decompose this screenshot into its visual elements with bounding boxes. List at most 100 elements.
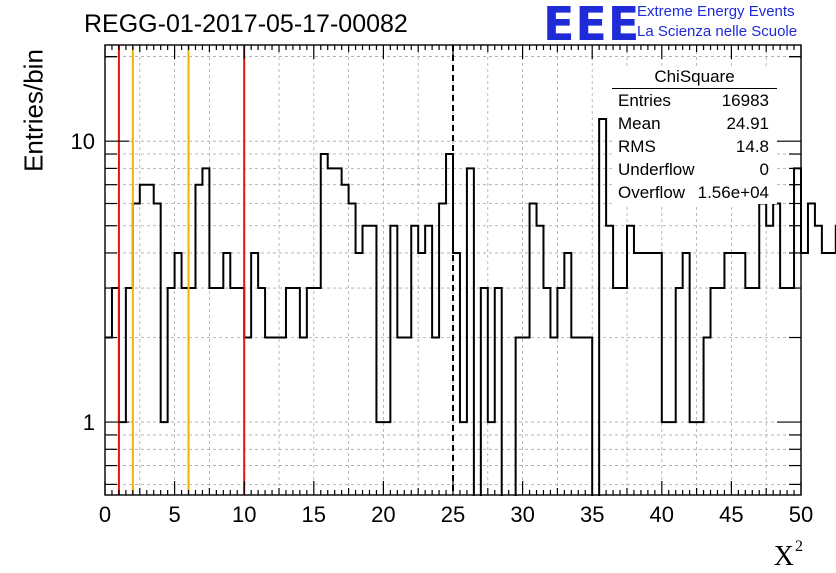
histogram-bin	[237, 288, 244, 495]
histogram-bin	[418, 253, 425, 495]
histogram-bin	[815, 226, 822, 495]
histogram-bin	[620, 288, 627, 495]
histogram-bin	[307, 288, 314, 495]
histogram-bin	[571, 338, 578, 495]
histogram-bin	[738, 253, 745, 495]
histogram-bin	[599, 119, 606, 495]
histogram-bin	[286, 288, 293, 495]
histogram-bin	[481, 288, 488, 495]
logo-subtitle-line2: La Scienza nelle Scuole	[637, 23, 797, 40]
histogram-bin	[801, 253, 808, 495]
histogram-bin	[759, 203, 766, 495]
histogram-bin	[829, 253, 836, 495]
x-tick-label: 45	[719, 502, 743, 527]
logo-subtitle-line1: Extreme Energy Events	[637, 3, 795, 20]
histogram-bin	[258, 288, 265, 495]
stats-value: 24.91	[726, 112, 769, 135]
histogram-bin	[634, 253, 641, 495]
histogram-bin	[780, 288, 787, 495]
x-tick-label: 5	[168, 502, 180, 527]
stats-value: 16983	[722, 89, 769, 112]
histogram-bin	[314, 288, 321, 495]
histogram-bin	[189, 288, 196, 495]
histogram-bin	[773, 203, 780, 495]
x-tick-label: 30	[510, 502, 534, 527]
stats-box-title: ChiSquare	[612, 66, 777, 89]
x-tick-label: 0	[99, 502, 111, 527]
histogram-bin	[272, 338, 279, 495]
histogram-bin	[265, 338, 272, 495]
histogram-bin	[794, 168, 801, 495]
histogram-bin	[105, 338, 112, 495]
histogram-bin	[140, 185, 147, 495]
histogram-bin	[523, 338, 530, 495]
stats-row-mean: Mean 24.91	[612, 112, 777, 135]
histogram-bin	[564, 253, 571, 495]
histogram-bin	[279, 338, 286, 495]
histogram-bin	[683, 253, 690, 495]
histogram-bin	[230, 288, 237, 495]
histogram-bin	[363, 226, 370, 495]
histogram-bin	[251, 253, 258, 495]
x-tick-label: 20	[371, 502, 395, 527]
histogram-bin	[293, 288, 300, 495]
histogram-bin	[223, 253, 230, 495]
histogram-bin	[342, 185, 349, 495]
histogram-bin	[641, 253, 648, 495]
y-tick-label: 10	[71, 129, 95, 154]
histogram-bin	[321, 154, 328, 495]
x-tick-label: 15	[302, 502, 326, 527]
histogram-bin	[516, 338, 523, 495]
histogram-bin	[369, 226, 376, 495]
histogram-bin	[530, 203, 537, 495]
histogram-bin	[752, 288, 759, 495]
histogram-bin	[578, 338, 585, 495]
histogram-bin	[550, 338, 557, 495]
histogram-bin	[787, 288, 794, 495]
x-axis-label: X2	[774, 538, 803, 573]
histogram-bin	[244, 338, 251, 495]
y-axis-label: Entries/bin	[19, 31, 50, 191]
histogram-bin	[411, 226, 418, 495]
histogram-bin	[724, 253, 731, 495]
histogram-bin	[613, 288, 620, 495]
stats-key: Entries	[618, 89, 671, 112]
y-tick-label: 1	[83, 410, 95, 435]
histogram-bin	[717, 288, 724, 495]
histogram-bin	[349, 203, 356, 495]
stats-key: Underflow	[618, 158, 695, 181]
x-axis-label-exponent: 2	[795, 538, 803, 555]
histogram-bin	[112, 288, 119, 495]
histogram-bin	[147, 185, 154, 495]
below-axis-mask	[0, 496, 836, 572]
histogram-bin	[175, 253, 182, 495]
histogram-bin	[335, 168, 342, 495]
x-tick-label: 35	[580, 502, 604, 527]
histogram-bin	[404, 338, 411, 495]
histogram-bin	[195, 185, 202, 495]
histogram-bin	[390, 226, 397, 495]
histogram-bin	[397, 338, 404, 495]
histogram-bin	[557, 288, 564, 495]
histogram-bin	[495, 288, 502, 495]
stats-key: Overflow	[618, 181, 685, 204]
histogram-bin	[439, 203, 446, 495]
stats-key: Mean	[618, 112, 661, 135]
stats-value: 1.56e+04	[698, 181, 769, 204]
histogram-bin	[627, 226, 634, 495]
histogram-bin	[202, 168, 209, 495]
histogram-bin	[209, 288, 216, 495]
eee-logo: EEE	[543, 0, 640, 48]
histogram-bin	[648, 253, 655, 495]
histogram-bin	[182, 288, 189, 495]
histogram-bin	[133, 203, 140, 495]
histogram-bin	[300, 338, 307, 495]
x-tick-label: 10	[232, 502, 256, 527]
histogram-bin	[216, 288, 223, 495]
stats-value: 14.8	[736, 135, 769, 158]
histogram-bin	[168, 288, 175, 495]
x-tick-label: 40	[650, 502, 674, 527]
